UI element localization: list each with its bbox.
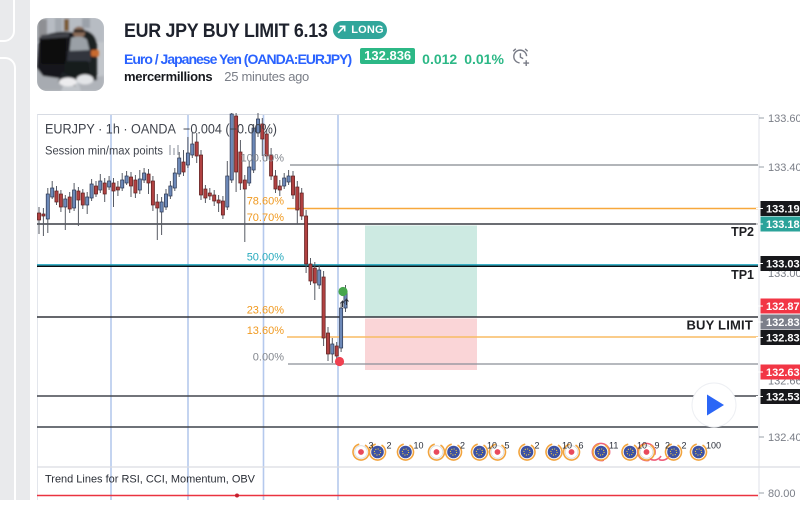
svg-text:132.83: 132.83 (766, 333, 800, 345)
svg-text:133.60: 133.60 (768, 113, 800, 125)
svg-text:132.40: 132.40 (768, 432, 800, 444)
svg-text:2: 2 (387, 441, 392, 451)
svg-text:100: 100 (706, 441, 721, 451)
svg-text:70.70%: 70.70% (247, 212, 285, 224)
svg-text:2: 2 (665, 441, 670, 451)
svg-text:50.00%: 50.00% (247, 252, 285, 264)
svg-text:132.87: 132.87 (766, 301, 800, 313)
svg-text:23.60%: 23.60% (247, 305, 285, 317)
svg-text:13.60%: 13.60% (247, 325, 285, 337)
svg-text:100.00%: 100.00% (241, 153, 285, 165)
svg-text:133.18: 133.18 (766, 219, 800, 231)
svg-text:132.63: 132.63 (766, 367, 800, 379)
svg-text:10: 10 (414, 441, 424, 451)
svg-text:132.53: 132.53 (766, 392, 800, 404)
svg-text:133.03: 133.03 (766, 259, 800, 271)
svg-text:11: 11 (609, 441, 618, 451)
svg-text:10: 10 (487, 441, 497, 451)
svg-text:3: 3 (369, 441, 374, 451)
svg-text:132.83: 132.83 (766, 317, 800, 329)
svg-text:2: 2 (682, 441, 687, 451)
svg-text:Session min/max points: Session min/max points (45, 146, 163, 158)
svg-text:133.40: 133.40 (768, 162, 800, 174)
svg-text:TP1: TP1 (731, 268, 754, 282)
svg-text:0.00%: 0.00% (253, 352, 284, 364)
svg-text:EURJPY · 1h · OANDA −0.004 (−: EURJPY · 1h · OANDA −0.004 (−0.00%) (45, 122, 277, 137)
svg-text:10: 10 (637, 441, 647, 451)
svg-text:Trend Lines for RSI, CCI, Mome: Trend Lines for RSI, CCI, Momentum, OBV (45, 474, 256, 486)
svg-text:5: 5 (505, 441, 510, 451)
svg-text:78.60%: 78.60% (247, 196, 285, 208)
svg-text:2: 2 (460, 441, 465, 451)
svg-text:80.00: 80.00 (768, 488, 796, 500)
svg-text:9: 9 (655, 441, 660, 451)
svg-text:133.19: 133.19 (766, 204, 800, 216)
svg-text:BUY LIMIT: BUY LIMIT (686, 318, 753, 333)
svg-text:10: 10 (562, 441, 572, 451)
svg-text:2: 2 (535, 441, 540, 451)
svg-text:TP2: TP2 (731, 225, 754, 239)
svg-text:6: 6 (579, 441, 584, 451)
